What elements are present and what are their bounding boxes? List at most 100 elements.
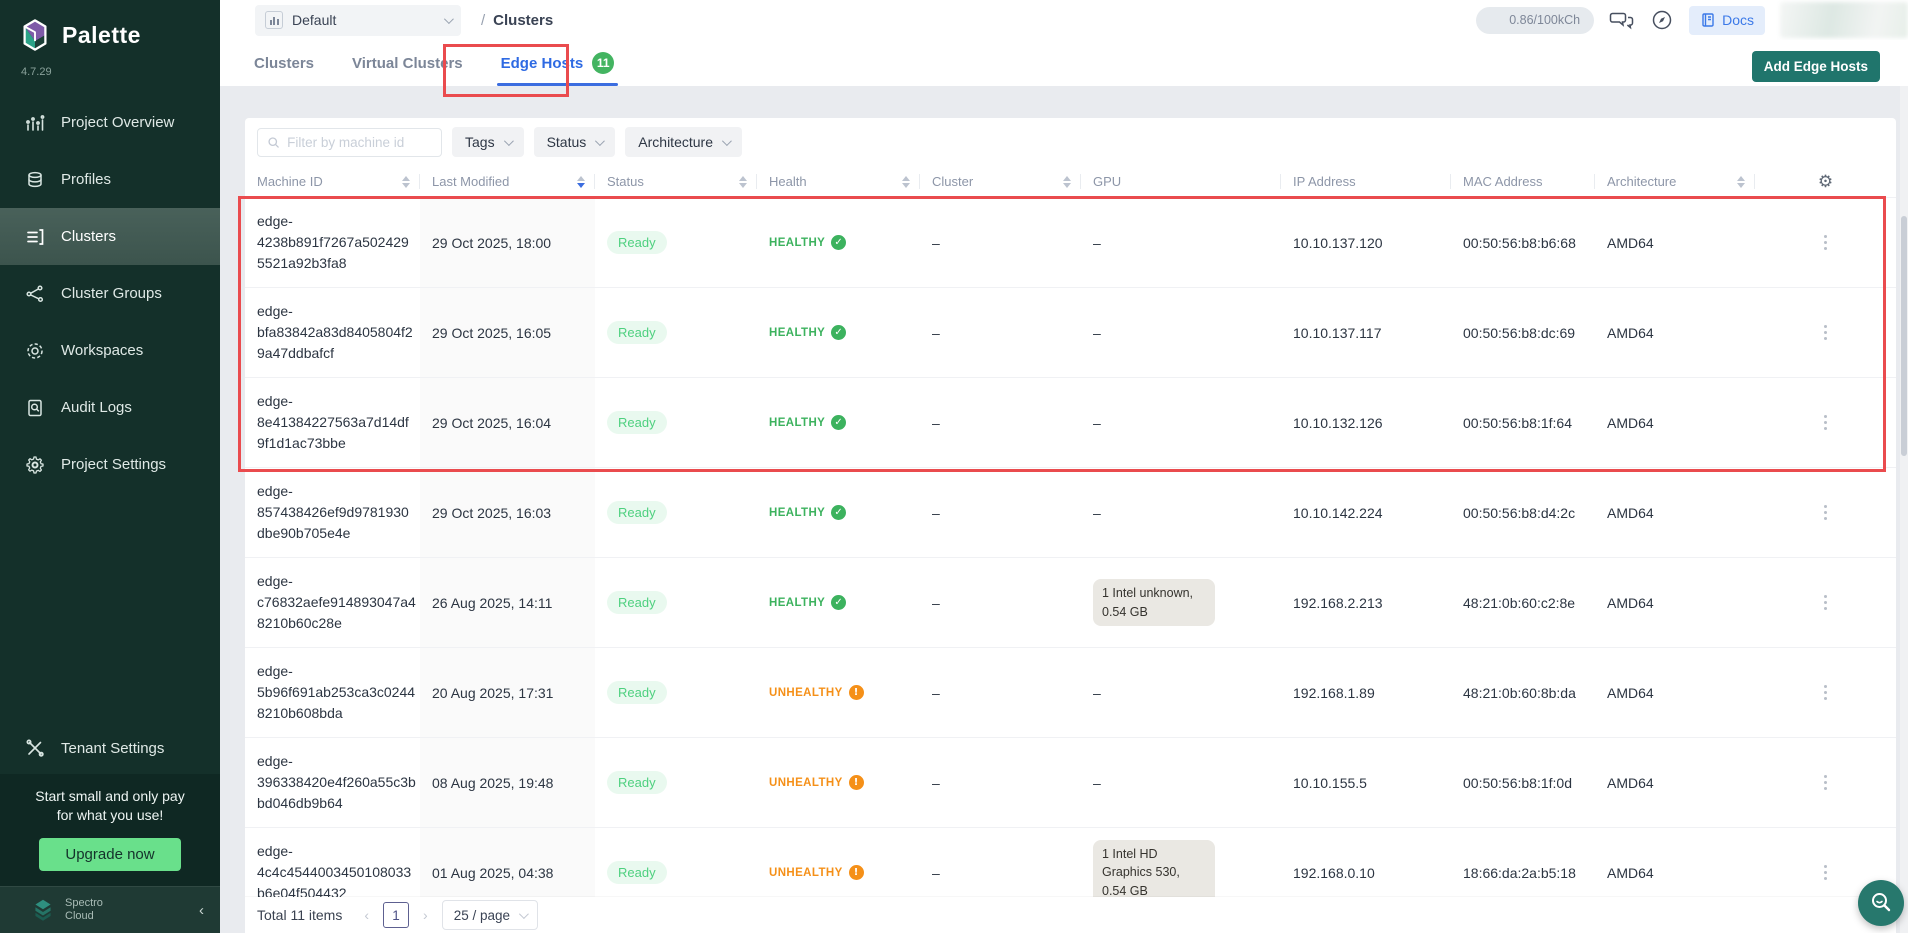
col-header-machine-id[interactable]: Machine ID	[245, 166, 420, 197]
page-number-button[interactable]: 1	[383, 902, 410, 928]
scrollbar-thumb[interactable]	[1901, 216, 1907, 456]
table-settings-gear-icon[interactable]: ⚙	[1817, 171, 1834, 192]
table-row[interactable]: edge-396338420e4f260a55c3bbd046db9b64 08…	[245, 738, 1896, 828]
cell-architecture: AMD64	[1607, 774, 1654, 791]
cell-ip-address: 10.10.132.126	[1293, 414, 1383, 431]
status-badge: Ready	[607, 771, 667, 794]
project-chart-icon	[265, 11, 283, 29]
table-row[interactable]: edge-5b96f691ab253ca3c02448210b608bda 20…	[245, 648, 1896, 738]
tags-filter-dropdown[interactable]: Tags	[452, 127, 524, 157]
sidebar-item-cluster-groups[interactable]: Cluster Groups	[0, 265, 220, 322]
architecture-filter-dropdown[interactable]: Architecture	[625, 127, 742, 157]
cell-last-modified: 29 Oct 2025, 18:00	[420, 198, 595, 287]
cell-actions	[1755, 738, 1896, 827]
explore-button[interactable]	[1650, 8, 1674, 32]
sidebar-collapse-icon[interactable]: ‹	[199, 901, 204, 919]
table-row[interactable]: edge-857438426ef9d9781930dbe90b705e4e 29…	[245, 468, 1896, 558]
table-row[interactable]: edge-8e41384227563a7d14df9f1d1ac73bbe 29…	[245, 378, 1896, 468]
sidebar-item-label: Project Overview	[61, 114, 175, 131]
prev-page-button[interactable]: ‹	[364, 907, 370, 923]
brand-name: Palette	[62, 21, 141, 48]
status-badge: Ready	[607, 411, 667, 434]
cell-architecture: AMD64	[1607, 234, 1654, 251]
cell-gpu: –	[1093, 684, 1101, 701]
vertical-scrollbar[interactable]	[1900, 86, 1908, 933]
status-badge: Ready	[607, 321, 667, 344]
add-edge-hosts-button[interactable]: Add Edge Hosts	[1751, 51, 1880, 82]
machine-id-filter-input[interactable]	[287, 134, 432, 150]
cell-machine-id: edge-857438426ef9d9781930dbe90b705e4e	[257, 483, 409, 541]
tab-virtual-clusters[interactable]: Virtual Clusters	[352, 54, 463, 72]
sidebar-item-project-settings[interactable]: Project Settings	[0, 436, 220, 493]
avatar[interactable]	[1780, 2, 1908, 38]
row-menu-icon[interactable]	[1824, 601, 1827, 604]
col-header-last-modified[interactable]: Last Modified	[420, 166, 595, 197]
cell-actions	[1755, 198, 1896, 287]
row-menu-icon[interactable]	[1824, 331, 1827, 334]
tab-clusters[interactable]: Clusters	[254, 54, 315, 72]
tab-edge-hosts[interactable]: Edge Hosts 11	[496, 40, 619, 86]
table-row[interactable]: edge-4238b891f7267a5024295521a92b3fa8 29…	[245, 198, 1896, 288]
chat-button[interactable]	[1609, 8, 1635, 32]
table-body: edge-4238b891f7267a5024295521a92b3fa8 29…	[245, 198, 1896, 918]
row-menu-icon[interactable]	[1824, 511, 1827, 514]
credits-usage-badge: 0.86/100kCh	[1476, 6, 1595, 34]
cell-last-modified: 29 Oct 2025, 16:05	[420, 288, 595, 377]
compass-icon	[1652, 10, 1672, 30]
health-icon	[848, 685, 864, 700]
table-row[interactable]: edge-bfa83842a83d8405804f29a47ddbafcf 29…	[245, 288, 1896, 378]
cell-last-modified: 29 Oct 2025, 16:04	[420, 378, 595, 467]
cell-mac-address: 00:50:56:b8:1f:0d	[1463, 774, 1572, 791]
cell-cluster: –	[932, 324, 940, 341]
cell-cluster: –	[932, 774, 940, 791]
row-menu-icon[interactable]	[1824, 421, 1827, 424]
cell-gpu: 1 Intel HD Graphics 530, 0.54 GB	[1081, 828, 1281, 917]
breadcrumb-separator: /	[481, 11, 486, 29]
sidebar-item-workspaces[interactable]: Workspaces	[0, 322, 220, 379]
page-size-select[interactable]: 25 / page	[441, 900, 538, 930]
docs-label: Docs	[1722, 12, 1754, 28]
upgrade-text: Start small and only pay for what you us…	[35, 788, 185, 824]
upgrade-now-button[interactable]: Upgrade now	[39, 838, 181, 871]
workspaces-icon	[27, 342, 43, 359]
sidebar-item-tenant-settings[interactable]: Tenant Settings	[0, 722, 220, 774]
cell-gpu: –	[1093, 504, 1101, 521]
col-header-status[interactable]: Status	[595, 166, 757, 197]
health-badge: HEALTHY	[769, 595, 847, 610]
cell-actions	[1755, 828, 1896, 917]
health-icon	[848, 775, 864, 790]
chat-icon	[1609, 12, 1634, 30]
chevron-down-icon	[503, 135, 514, 146]
search-assistant-fab[interactable]	[1858, 880, 1904, 926]
clusters-icon	[27, 228, 44, 245]
sidebar-item-profiles[interactable]: Profiles	[0, 151, 220, 208]
col-header-architecture[interactable]: Architecture	[1595, 166, 1755, 197]
sidebar-item-clusters[interactable]: Clusters	[0, 208, 220, 265]
cell-ip-address: 10.10.137.120	[1293, 234, 1383, 251]
sidebar-item-audit-logs[interactable]: Audit Logs	[0, 379, 220, 436]
sidebar-item-project-overview[interactable]: Project Overview	[0, 94, 220, 151]
col-header-settings[interactable]: ⚙	[1755, 166, 1896, 197]
cell-architecture: AMD64	[1607, 324, 1654, 341]
cell-mac-address: 00:50:56:b8:dc:69	[1463, 324, 1576, 341]
edge-hosts-panel: Tags Status Architecture Machine ID Last…	[245, 118, 1896, 933]
status-badge: Ready	[607, 591, 667, 614]
col-header-cluster[interactable]: Cluster	[920, 166, 1081, 197]
project-selector[interactable]: Default	[255, 4, 461, 36]
col-header-health[interactable]: Health	[757, 166, 920, 197]
sidebar-item-label: Audit Logs	[61, 399, 132, 416]
row-menu-icon[interactable]	[1824, 241, 1827, 244]
row-menu-icon[interactable]	[1824, 781, 1827, 784]
row-menu-icon[interactable]	[1824, 691, 1827, 694]
table-row[interactable]: edge-c76832aefe914893047a48210b60c28e 26…	[245, 558, 1896, 648]
cell-actions	[1755, 648, 1896, 737]
cell-actions	[1755, 558, 1896, 647]
version-label: 4.7.29	[21, 66, 52, 78]
next-page-button[interactable]: ›	[423, 907, 428, 923]
row-menu-icon[interactable]	[1824, 871, 1827, 874]
health-badge: UNHEALTHY	[769, 685, 864, 700]
status-filter-dropdown[interactable]: Status	[533, 127, 616, 157]
search-box[interactable]	[257, 127, 442, 157]
docs-button[interactable]: Docs	[1689, 5, 1765, 35]
